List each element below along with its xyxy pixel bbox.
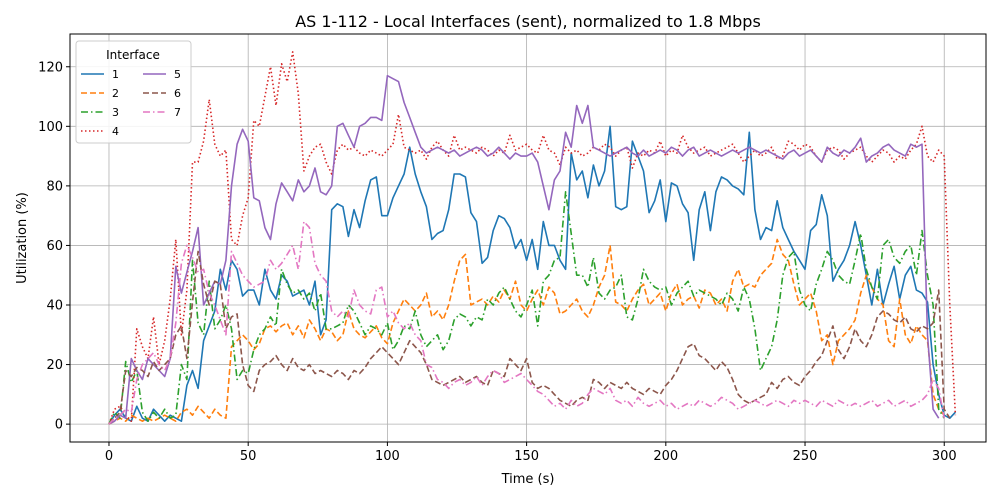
legend-label-4: 4 xyxy=(112,125,119,138)
x-tick-label: 200 xyxy=(653,449,678,464)
legend-box xyxy=(75,40,192,144)
plot-area xyxy=(108,51,957,425)
series-line-5 xyxy=(108,74,940,425)
legend-label-1: 1 xyxy=(112,68,119,81)
x-tick-label: 100 xyxy=(375,449,400,464)
series-line-1 xyxy=(108,125,956,425)
y-tick-label: 120 xyxy=(38,60,63,75)
x-tick-label: 250 xyxy=(793,449,818,464)
x-axis-label: Time (s) xyxy=(501,472,555,487)
y-tick-label: 60 xyxy=(46,239,63,254)
legend-label-7: 7 xyxy=(174,106,181,119)
series-line-2 xyxy=(108,238,945,425)
x-tick-label: 0 xyxy=(105,449,113,464)
legend: Interface 1 2 3 4 5 6 7 xyxy=(75,40,192,144)
y-tick-label: 40 xyxy=(46,299,63,314)
legend-label-6: 6 xyxy=(174,87,181,100)
y-tick-label: 20 xyxy=(46,358,63,373)
grid-lines xyxy=(70,34,986,442)
series-layer xyxy=(108,51,957,425)
legend-items: 1 2 3 4 5 6 7 xyxy=(81,68,181,138)
y-tick-label: 80 xyxy=(46,179,63,194)
y-tick-label: 0 xyxy=(55,418,63,433)
chart-title: AS 1-112 - Local Interfaces (sent), norm… xyxy=(295,12,761,31)
series-line-3 xyxy=(108,191,945,425)
legend-label-5: 5 xyxy=(174,68,181,81)
axes-frame xyxy=(69,33,987,443)
series-line-7 xyxy=(108,220,945,425)
x-tick-label: 150 xyxy=(514,449,539,464)
y-tick-label: 100 xyxy=(38,120,63,135)
axis-ticks: 0 50 100 150 200 250 300 0 20 40 60 80 100 120 xyxy=(38,60,956,464)
x-tick-label: 300 xyxy=(932,449,957,464)
legend-title: Interface xyxy=(106,48,160,62)
x-tick-label: 50 xyxy=(240,449,257,464)
legend-label-3: 3 xyxy=(112,106,119,119)
series-line-6 xyxy=(108,250,951,425)
legend-label-2: 2 xyxy=(112,87,119,100)
y-axis-label: Utilization (%) xyxy=(15,192,30,284)
